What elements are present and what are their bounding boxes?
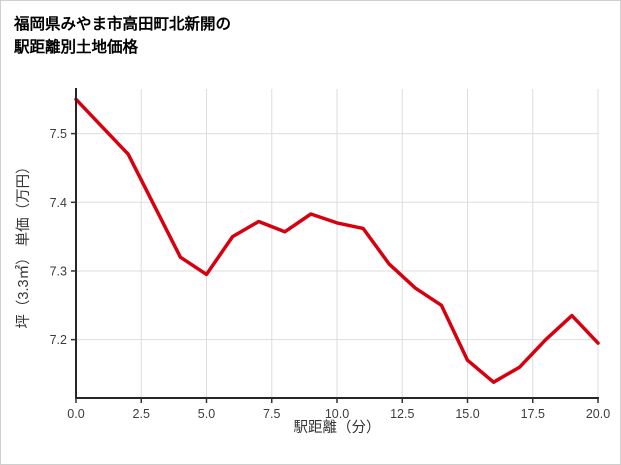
x-axis-label: 駅距離（分）	[294, 418, 381, 436]
x-tick-label: 0.0	[67, 407, 84, 421]
tick-labels: 0.0 2.5 5.0 7.5 10.0 12.5 15.0 17.5 20.0 7.2 7.3 7.…	[50, 127, 611, 421]
price-line-layer	[74, 97, 600, 384]
x-tick-label: 20.0	[586, 407, 610, 421]
x-tick-label: 17.5	[521, 407, 545, 421]
y-axis-label: 坪（3.3㎡） 単価（万円）	[15, 159, 32, 328]
y-tick-label: 7.5	[50, 127, 67, 141]
y-tick-label: 7.4	[50, 196, 67, 210]
x-tick-label: 2.5	[133, 407, 150, 421]
chart-title-line1: 福岡県みやま市高田町北新開の	[14, 16, 232, 33]
x-tick-label: 15.0	[455, 407, 479, 421]
chart-title: 福岡県みやま市高田町北新開の 駅距離別土地価格	[14, 13, 231, 60]
x-tick-label: 12.5	[390, 407, 414, 421]
x-tick-label: 5.0	[198, 407, 215, 421]
price-line	[74, 97, 600, 384]
x-tick-label: 10.0	[325, 407, 349, 421]
y-tick-label: 7.3	[50, 264, 67, 278]
chart-title-line2: 駅距離別土地価格	[14, 39, 139, 57]
x-tick-label: 7.5	[263, 407, 280, 421]
y-tick-label: 7.2	[50, 333, 67, 347]
gridlines	[76, 89, 599, 398]
